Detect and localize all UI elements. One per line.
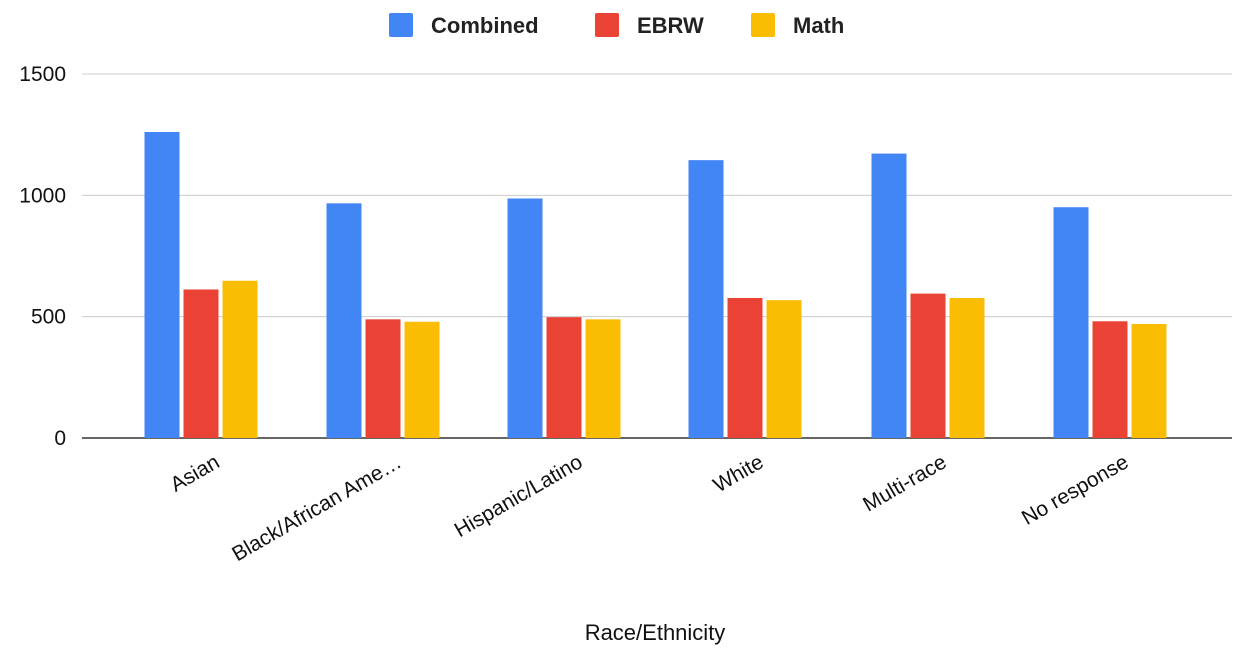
x-axis-title: Race/Ethnicity [585, 620, 726, 645]
bar-math-0 [222, 280, 258, 438]
x-tick-label: Multi-race [859, 450, 950, 516]
x-tick-label: Hispanic/Latino [451, 450, 587, 542]
y-tick-label: 1500 [19, 63, 66, 86]
legend-label-ebrw: EBRW [637, 13, 704, 38]
legend-swatch-combined [389, 13, 413, 37]
legend-label-combined: Combined [431, 13, 539, 38]
bar-ebrw-5 [1092, 321, 1128, 438]
bar-combined-2 [507, 198, 543, 438]
x-tick-labels: Asian Black/African Ame… Hispanic/Latino Wh… [167, 450, 1133, 566]
gridlines [82, 73, 1232, 439]
x-tick-label: Black/African Ame… [228, 450, 405, 566]
y-tick-label: 0 [54, 427, 66, 450]
bar-combined-4 [871, 153, 907, 438]
bar-math-1 [404, 321, 440, 438]
x-tick-label: No response [1018, 450, 1133, 529]
bar-math-3 [766, 300, 802, 438]
bar-ebrw-0 [183, 289, 219, 438]
x-tick-label: White [710, 450, 768, 497]
y-tick-label: 1000 [19, 184, 66, 207]
bar-math-2 [585, 319, 621, 438]
bar-ebrw-4 [910, 293, 946, 438]
bar-combined-0 [144, 131, 180, 439]
bar-ebrw-2 [546, 317, 582, 438]
bar-combined-5 [1053, 207, 1089, 438]
bar-math-5 [1131, 323, 1167, 438]
y-tick-labels: 0 500 1000 1500 [19, 63, 66, 450]
bar-combined-3 [688, 160, 724, 438]
legend: Combined EBRW Math [389, 13, 844, 38]
bars [144, 131, 1167, 439]
legend-swatch-ebrw [595, 13, 619, 37]
legend-swatch-math [751, 13, 775, 37]
y-tick-label: 500 [31, 306, 66, 329]
bar-ebrw-1 [365, 319, 401, 438]
x-tick-label: Asian [167, 450, 224, 496]
bar-math-4 [949, 297, 985, 438]
bar-combined-1 [326, 203, 362, 438]
legend-label-math: Math [793, 13, 844, 38]
bar-ebrw-3 [727, 297, 763, 438]
